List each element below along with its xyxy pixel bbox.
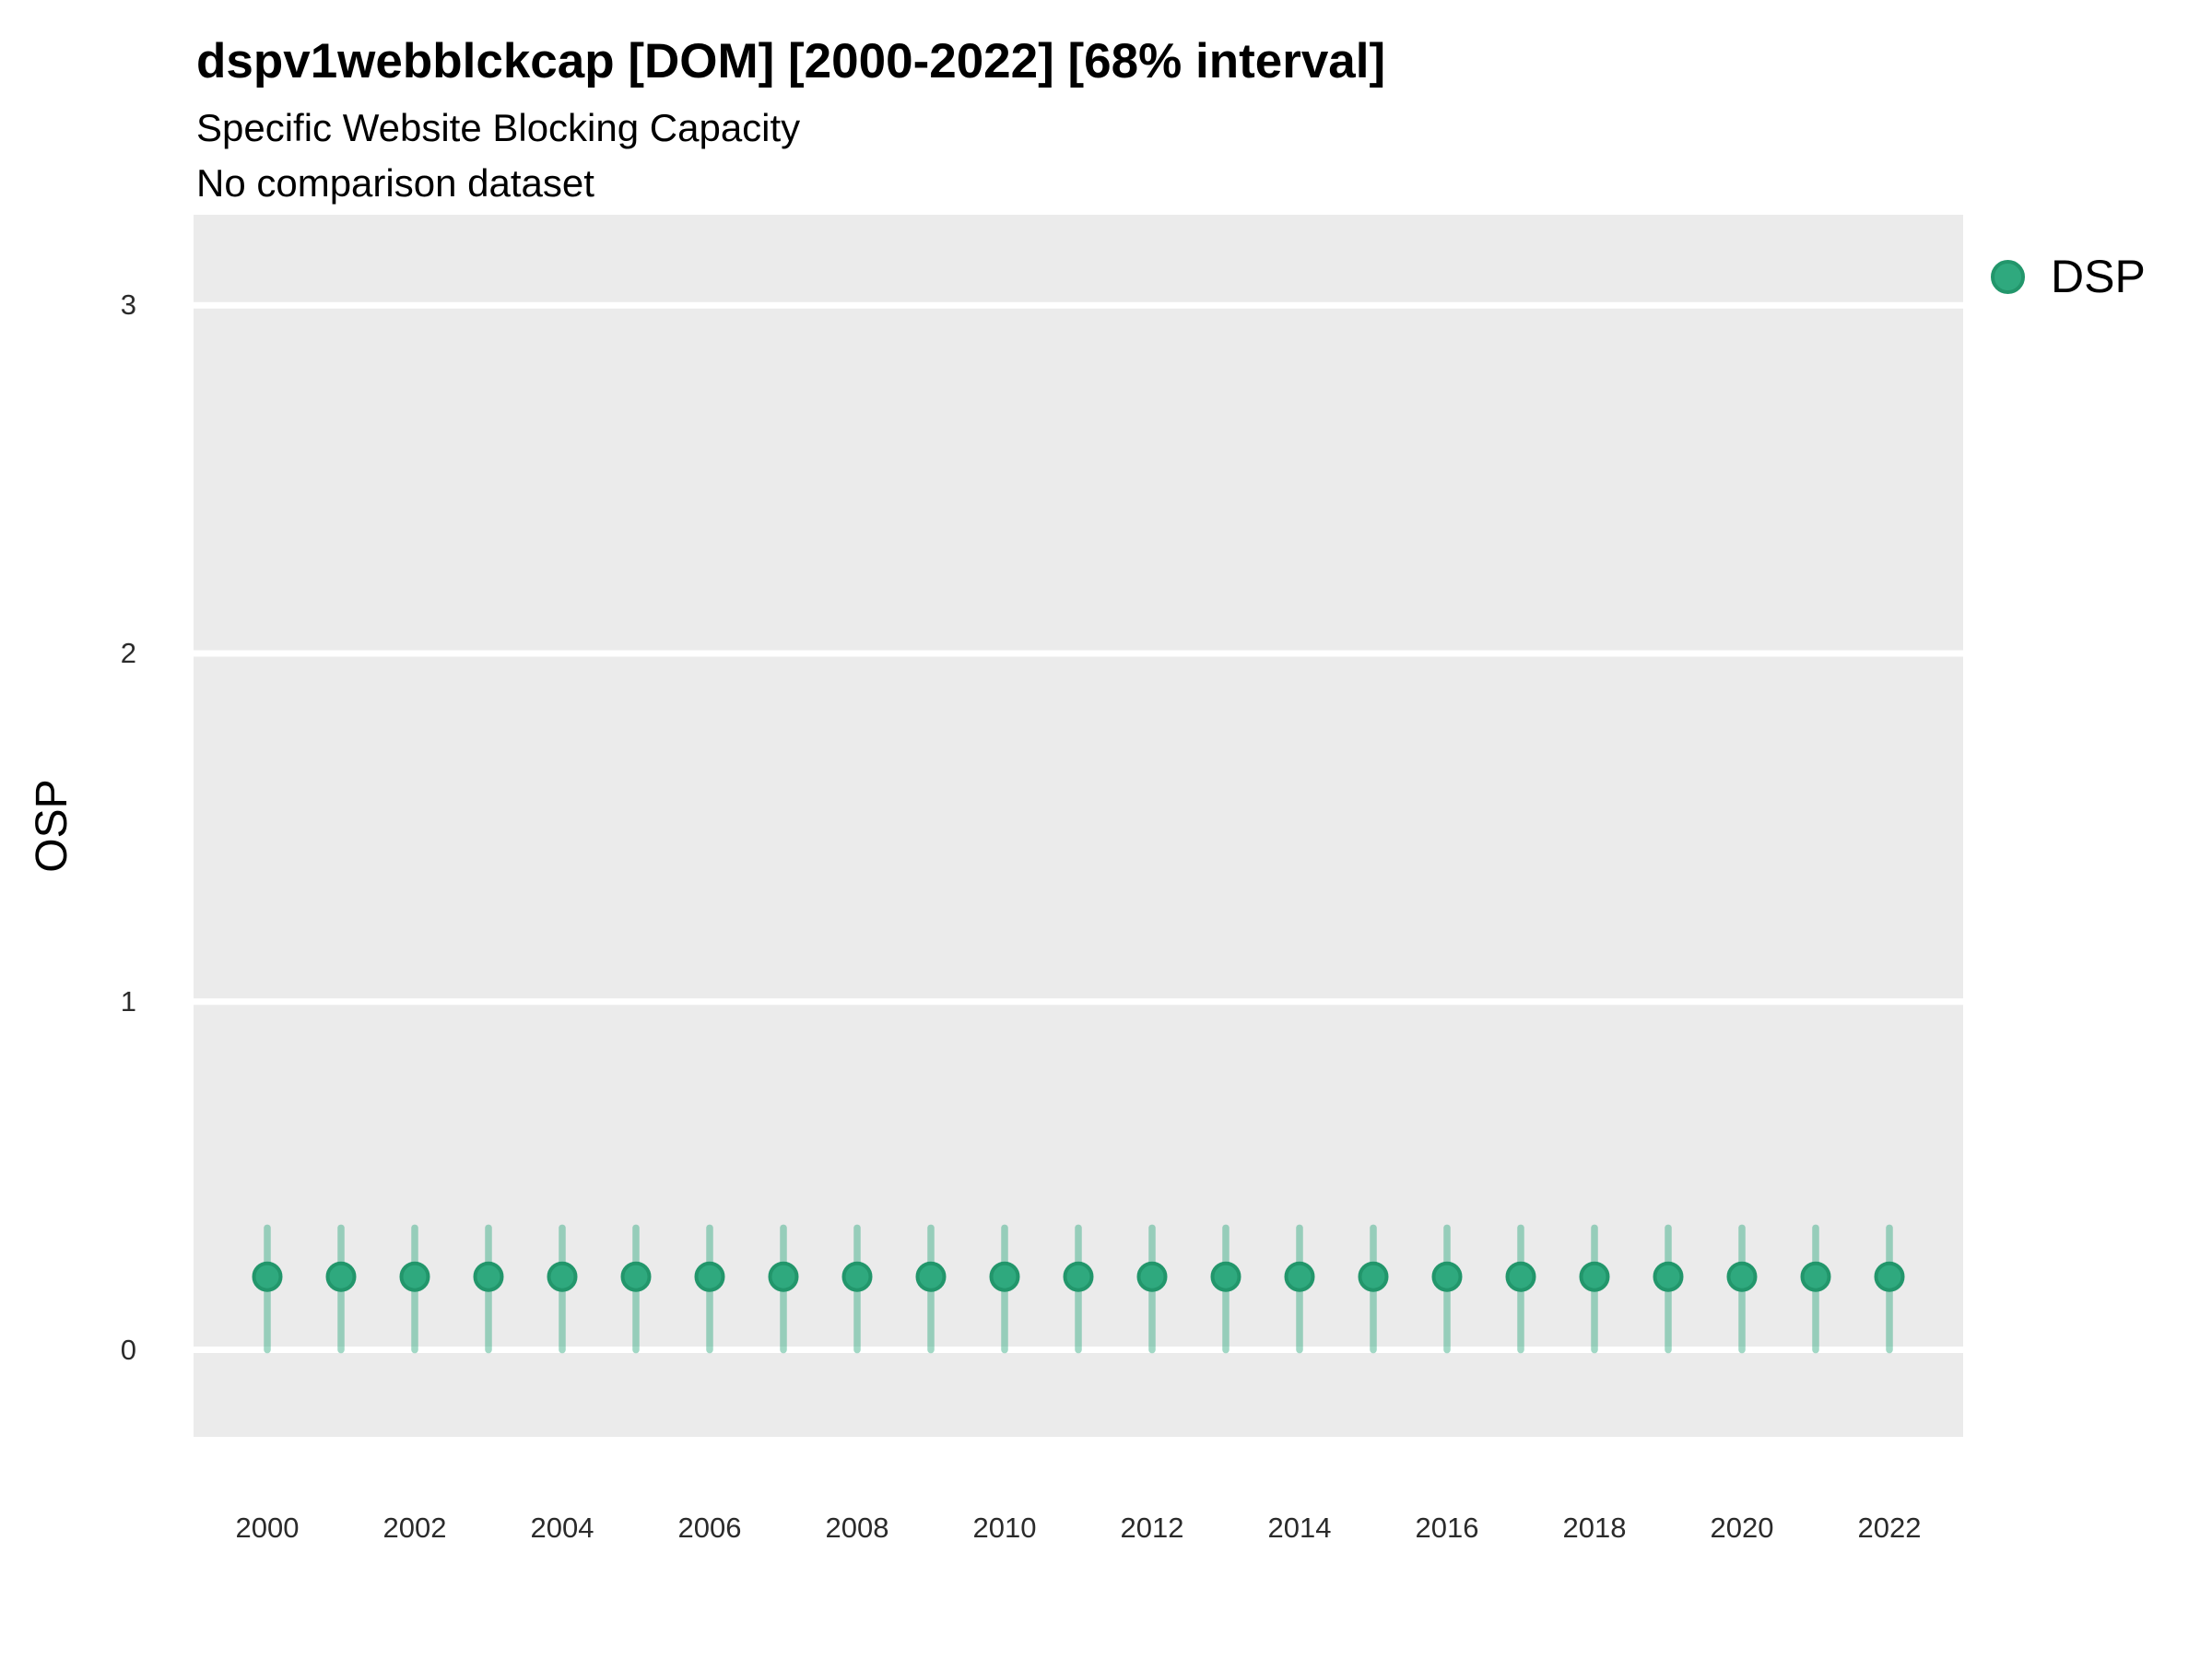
x-tick-label-2002: 2002 — [382, 1512, 447, 1544]
data-point-2019 — [1653, 1261, 1684, 1292]
data-point-2002 — [399, 1261, 430, 1292]
x-tick-label-2020: 2020 — [1710, 1512, 1774, 1544]
x-tick-label-2006: 2006 — [677, 1512, 742, 1544]
legend: DSP — [1991, 250, 2146, 303]
data-point-2012 — [1136, 1261, 1168, 1292]
data-point-2007 — [768, 1261, 799, 1292]
legend-dsp-point-icon — [1991, 259, 2025, 294]
data-point-2003 — [473, 1261, 504, 1292]
y-axis-title: OSP — [28, 779, 76, 873]
data-point-2022 — [1874, 1261, 1905, 1292]
x-tick-label-2022: 2022 — [1857, 1512, 1922, 1544]
data-point-2017 — [1505, 1261, 1536, 1292]
x-tick-label-2012: 2012 — [1120, 1512, 1184, 1544]
data-point-2001 — [325, 1261, 357, 1292]
data-point-2021 — [1800, 1261, 1831, 1292]
data-point-2005 — [620, 1261, 652, 1292]
x-tick-label-2004: 2004 — [530, 1512, 594, 1544]
data-point-2000 — [252, 1261, 283, 1292]
data-point-2020 — [1726, 1261, 1758, 1292]
x-tick-label-2010: 2010 — [972, 1512, 1037, 1544]
data-point-2013 — [1210, 1261, 1241, 1292]
data-point-2018 — [1579, 1261, 1610, 1292]
data-point-2016 — [1431, 1261, 1463, 1292]
x-tick-label-2000: 2000 — [235, 1512, 300, 1544]
x-tick-label-2018: 2018 — [1562, 1512, 1627, 1544]
data-point-2008 — [841, 1261, 873, 1292]
x-tick-label-2008: 2008 — [825, 1512, 889, 1544]
data-point-2011 — [1063, 1261, 1094, 1292]
x-tick-label-2016: 2016 — [1415, 1512, 1479, 1544]
panel-background — [194, 215, 1963, 1437]
data-point-2006 — [694, 1261, 725, 1292]
data-point-2004 — [547, 1261, 578, 1292]
y-tick-label-1: 1 — [120, 984, 136, 1018]
data-point-2009 — [915, 1261, 947, 1292]
chart-title: dspv1webblckcap [DOM] [2000-2022] [68% i… — [196, 34, 1386, 88]
data-point-2015 — [1358, 1261, 1389, 1292]
data-point-2014 — [1284, 1261, 1315, 1292]
chart-note: No comparison dataset — [196, 161, 594, 205]
x-tick-label-2014: 2014 — [1267, 1512, 1332, 1544]
chart-subtitle: Specific Website Blocking Capacity — [196, 106, 801, 149]
y-tick-label-0: 0 — [120, 1333, 136, 1366]
legend-dsp-label: DSP — [2051, 251, 2146, 302]
plot-area — [194, 215, 1963, 1437]
data-point-2010 — [989, 1261, 1020, 1292]
y-tick-label-3: 3 — [120, 288, 136, 322]
y-tick-label-2: 2 — [120, 637, 136, 669]
